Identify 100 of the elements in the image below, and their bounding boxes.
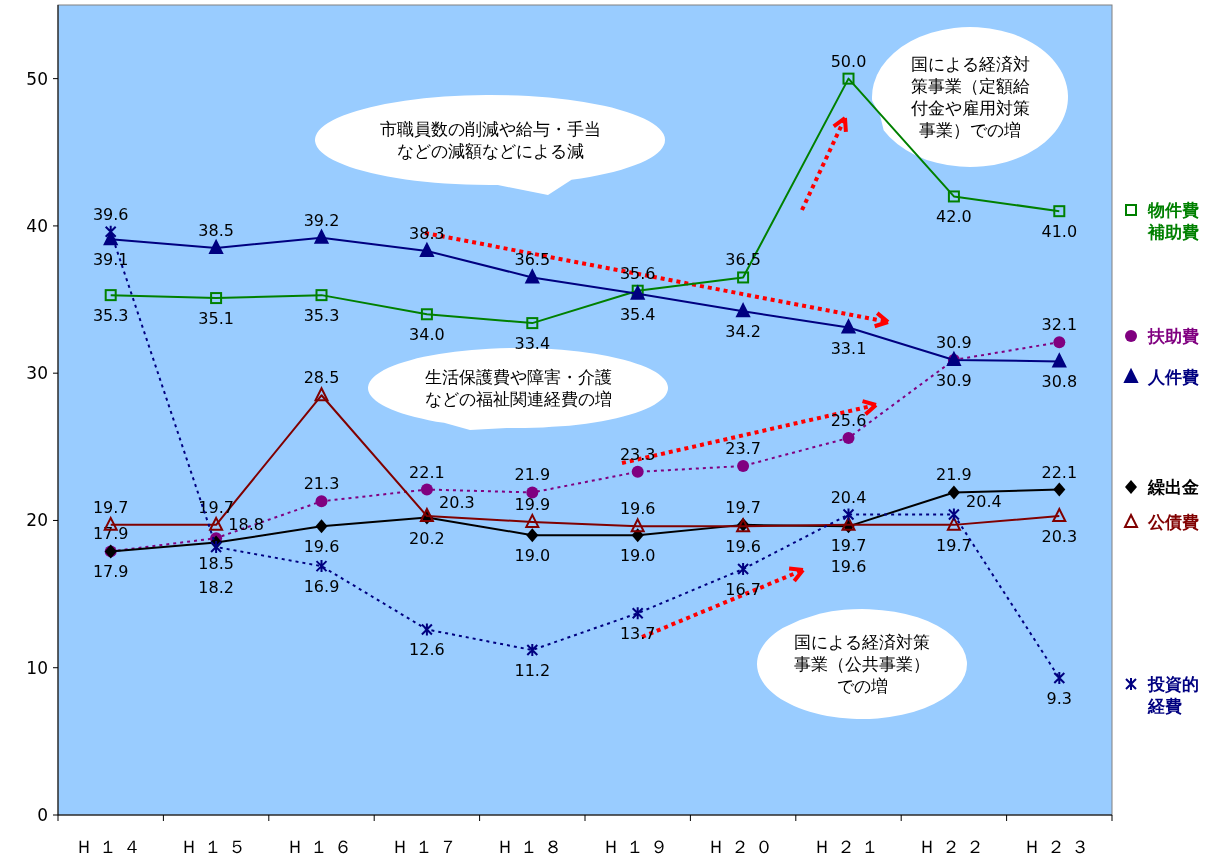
data-label: 19.7 [92,497,129,517]
point [842,507,855,522]
data-label: 20.3 [1041,527,1078,547]
point [315,289,328,302]
y-tick-label: 30 [26,363,48,384]
data-label: 23.3 [619,444,656,464]
data-label: 30.9 [936,370,972,390]
point [525,269,540,284]
x-tick-label: Ｈ２１ [812,836,885,857]
data-label: 18.5 [198,553,234,573]
data-label: 18.8 [228,515,264,535]
data-label: 19.7 [830,535,867,555]
x-tick-label: Ｈ２３ [1023,836,1096,857]
data-label: 19.6 [619,499,656,519]
data-label: 35.4 [619,304,656,324]
data-label: 21.3 [303,474,340,494]
data-label: 35.1 [198,309,234,329]
point [210,539,223,554]
data-label: 20.4 [966,491,1002,511]
legend-label: 繰出金 [1147,477,1199,497]
data-label: 19.0 [619,546,656,566]
point [947,507,960,522]
data-label: 13.7 [619,624,656,644]
y-tick-label: 50 [26,68,48,89]
data-label: 34.0 [409,325,445,345]
point [315,495,328,508]
point [841,319,856,334]
data-label: 50.0 [830,51,867,71]
x-tick-label: Ｈ１７ [390,836,463,857]
data-label: 19.9 [514,494,551,514]
point [209,516,224,531]
annotation: 生活保護費や障害・介護などの福祉関連経費の増 [424,367,612,409]
point [947,485,960,500]
point [631,606,644,621]
point [1053,671,1066,686]
y-tick-label: 10 [26,657,48,678]
annotation: 国による経済対策事業（定額給付金や雇用対策事業）での増 [909,54,1030,140]
point [526,528,539,543]
point [631,465,644,478]
data-label: 11.2 [514,661,551,681]
data-label: 35.3 [92,306,129,326]
point [525,513,540,528]
x-tick-label: Ｈ１８ [496,836,569,857]
data-label: 19.6 [830,557,867,577]
data-label: 23.7 [725,438,761,458]
data-label: 19.6 [725,537,761,557]
point [630,518,645,533]
data-label: 20.2 [409,528,445,548]
data-label: 38.5 [198,221,234,240]
point [420,308,433,321]
annotation: 市職員数の削減や給与・手当などの減額などによる減 [379,119,601,161]
point [737,459,750,472]
x-tick-label: Ｈ２０ [707,836,780,857]
point [104,289,117,302]
point [946,516,961,531]
x-tick-label: Ｈ１６ [285,836,358,857]
data-label: 19.7 [936,535,972,555]
point [526,486,539,499]
point [842,72,855,85]
x-tick-label: Ｈ１５ [180,836,253,857]
point [315,559,328,574]
data-label: 19.6 [303,537,340,557]
point [1053,336,1066,349]
data-label: 20.4 [830,487,867,507]
point [314,229,329,244]
point [947,190,960,203]
y-tick-label: 40 [26,215,48,236]
x-tick-label: Ｈ１９ [601,836,674,857]
data-label: 21.9 [514,465,551,485]
point [1053,205,1066,218]
point [420,622,433,637]
data-label: 19.0 [514,546,551,566]
point [526,317,539,330]
data-label: 38.3 [409,223,445,243]
data-label: 33.1 [830,338,867,358]
data-label: 30.8 [1041,372,1078,392]
legend-label: 投資的経費 [1147,674,1199,716]
annotation: 国による経済対策事業（公共事業）での増 [794,632,930,696]
data-label: 28.5 [303,368,340,388]
y-tick-label: 0 [37,805,48,825]
data-label: 39.6 [92,204,129,224]
data-label: 17.9 [92,562,129,582]
data-label: 41.0 [1041,222,1078,242]
point [1052,508,1067,523]
data-label: 32.1 [1041,315,1078,335]
data-label: 20.3 [439,493,475,513]
data-label: 21.9 [936,465,972,485]
y-tick-label: 20 [26,510,48,531]
data-label: 34.2 [725,322,761,342]
point [842,431,855,444]
point [1052,353,1067,368]
legend-label: 人件費 [1147,367,1199,387]
data-label: 33.4 [514,334,551,354]
point [419,242,434,257]
data-label: 22.1 [1041,462,1078,482]
data-label: 39.2 [303,210,340,230]
data-label: 39.1 [92,250,129,270]
point [526,643,539,658]
x-tick-label: Ｈ１４ [74,836,147,857]
legend-label: 公債費 [1147,512,1199,532]
